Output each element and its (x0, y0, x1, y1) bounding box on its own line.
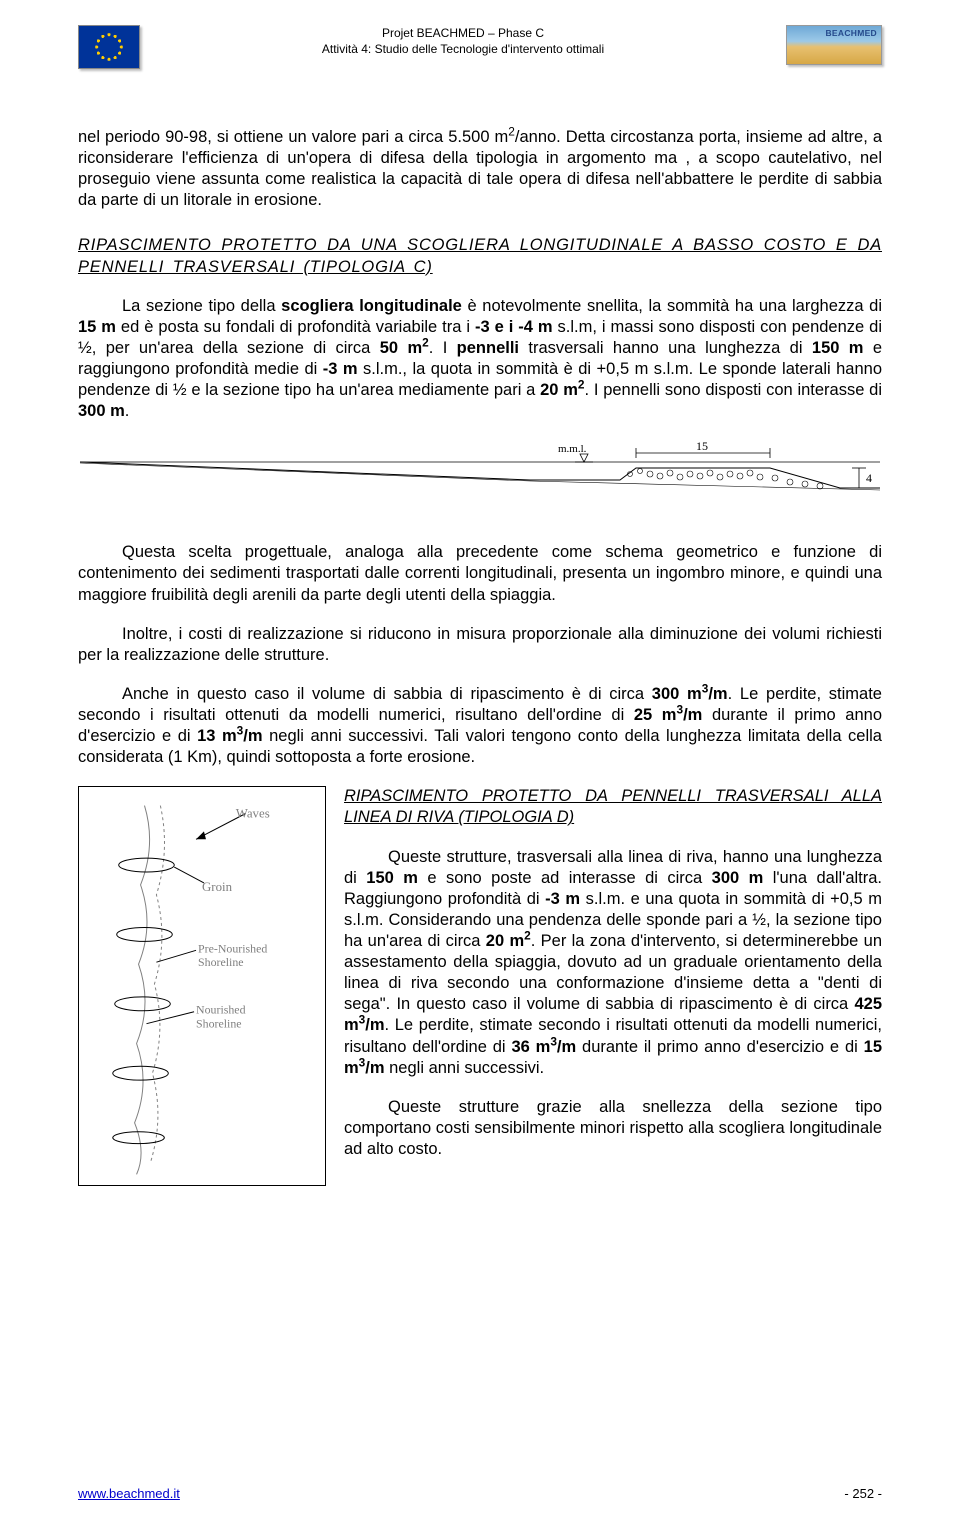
cross-section-svg: m.m.l. 15 4 (78, 440, 882, 500)
header-line-2: Attività 4: Studio delle Tecnologie d'in… (140, 41, 786, 57)
text: 13 m (197, 727, 237, 745)
page-header: Projet BEACHMED – Phase C Attività 4: St… (78, 25, 882, 69)
text: 25 m (634, 706, 677, 724)
section-c-paragraph-1: La sezione tipo della scogliera longitud… (78, 296, 882, 423)
text: 20 m (540, 381, 578, 399)
text: . I pennelli sono disposti con interasse… (585, 381, 883, 399)
text: /m (365, 1016, 384, 1034)
text: è notevolmente snellita, la sommità ha u… (462, 297, 882, 315)
page-footer: www.beachmed.it - 252 - (78, 1486, 882, 1503)
bold-text: 25 m3/m (634, 706, 703, 724)
text: trasversali hanno una lunghezza di (519, 339, 812, 357)
groin-diagram: Waves Groin Pre-Nourished Shoreline Nour… (78, 786, 326, 1186)
text: /anno. (515, 128, 561, 146)
eu-flag-icon (78, 25, 140, 69)
section-d-wrap: Waves Groin Pre-Nourished Shoreline Nour… (78, 786, 882, 1186)
label-15: 15 (696, 440, 708, 453)
text: La sezione tipo della (122, 297, 281, 315)
text: /m (683, 706, 702, 724)
groin-svg: Waves Groin Pre-Nourished Shoreline Nour… (87, 795, 317, 1177)
text: negli anni successivi. (385, 1059, 545, 1077)
header-title-block: Projet BEACHMED – Phase C Attività 4: St… (140, 25, 786, 57)
section-c-paragraph-4: Anche in questo caso il volume di sabbia… (78, 684, 882, 768)
page: Projet BEACHMED – Phase C Attività 4: St… (0, 0, 960, 1523)
bold-text: pennelli (457, 339, 519, 357)
section-d-title: RIPASCIMENTO PROTETTO DA PENNELLI TRASVE… (344, 786, 882, 828)
bold-text: 20 m2 (486, 932, 531, 950)
text: . (125, 402, 130, 420)
bold-text: -3 m (545, 890, 580, 908)
sup-3: 3 (550, 1034, 557, 1048)
page-number: - 252 - (844, 1486, 882, 1503)
text: /m (365, 1059, 384, 1077)
text: /m (557, 1038, 576, 1056)
text: e sono poste ad interasse di circa (418, 869, 712, 887)
sup-2: 2 (578, 378, 585, 392)
sup-2: 2 (422, 335, 429, 349)
sup-2: 2 (524, 928, 531, 942)
label-nourished: Nourished (196, 1003, 246, 1017)
bold-text: 36 m3/m (511, 1038, 576, 1056)
label-4: 4 (866, 471, 872, 485)
bold-text: 300 m (712, 869, 764, 887)
bold-text: 300 m3/m (652, 685, 728, 703)
label-pre-nourished-2: Shoreline (198, 955, 244, 969)
label-pre-nourished: Pre-Nourished (198, 942, 267, 956)
section-d-paragraph-2: Queste strutture grazie alla snellezza d… (344, 1097, 882, 1160)
text: Anche in questo caso il volume di sabbia… (122, 685, 652, 703)
text: ed è posta su fondali di profondità vari… (116, 318, 475, 336)
bold-text: 20 m2 (540, 381, 584, 399)
text: 20 m (486, 932, 524, 950)
bold-text: 300 m (78, 402, 125, 420)
section-d-text: RIPASCIMENTO PROTETTO DA PENNELLI TRASVE… (344, 786, 882, 1178)
label-waves: Waves (236, 807, 270, 821)
bold-text: -3 m (323, 360, 358, 378)
section-c-paragraph-2: Questa scelta progettuale, analoga alla … (78, 542, 882, 605)
bold-text: 15 m (78, 318, 116, 336)
section-d-paragraph-1: Queste strutture, trasversali alla linea… (344, 847, 882, 1079)
beachmed-logo-icon (786, 25, 882, 65)
text: nel periodo 90-98, si ottiene un valore … (78, 128, 508, 146)
bold-text: 13 m3/m (197, 727, 262, 745)
bold-text: -3 e i -4 m (475, 318, 553, 336)
text: durante il primo anno d'esercizio e di (576, 1038, 863, 1056)
text: 50 m (380, 339, 422, 357)
section-c-paragraph-3: Inoltre, i costi di realizzazione si rid… (78, 624, 882, 666)
cross-section-diagram: m.m.l. 15 4 (78, 440, 882, 500)
intro-paragraph-1: nel periodo 90-98, si ottiene un valore … (78, 127, 882, 211)
sup-2: 2 (508, 125, 515, 139)
footer-link[interactable]: www.beachmed.it (78, 1486, 180, 1503)
text: 36 m (511, 1038, 550, 1056)
header-line-1: Projet BEACHMED – Phase C (140, 25, 786, 41)
section-c-title: RIPASCIMENTO PROTETTO DA UNA SCOGLIERA L… (78, 235, 882, 277)
text: /m (243, 727, 262, 745)
label-nourished-2: Shoreline (196, 1017, 242, 1031)
bold-text: scogliera longitudinale (281, 297, 462, 315)
text: . I (429, 339, 457, 357)
label-groin: Groin (202, 880, 233, 894)
text: 300 m (652, 685, 702, 703)
bold-text: 150 m (366, 869, 418, 887)
label-mml: m.m.l. (558, 443, 587, 455)
text: /m (708, 685, 727, 703)
bold-text: 50 m2 (380, 339, 429, 357)
bold-text: 150 m (812, 339, 864, 357)
